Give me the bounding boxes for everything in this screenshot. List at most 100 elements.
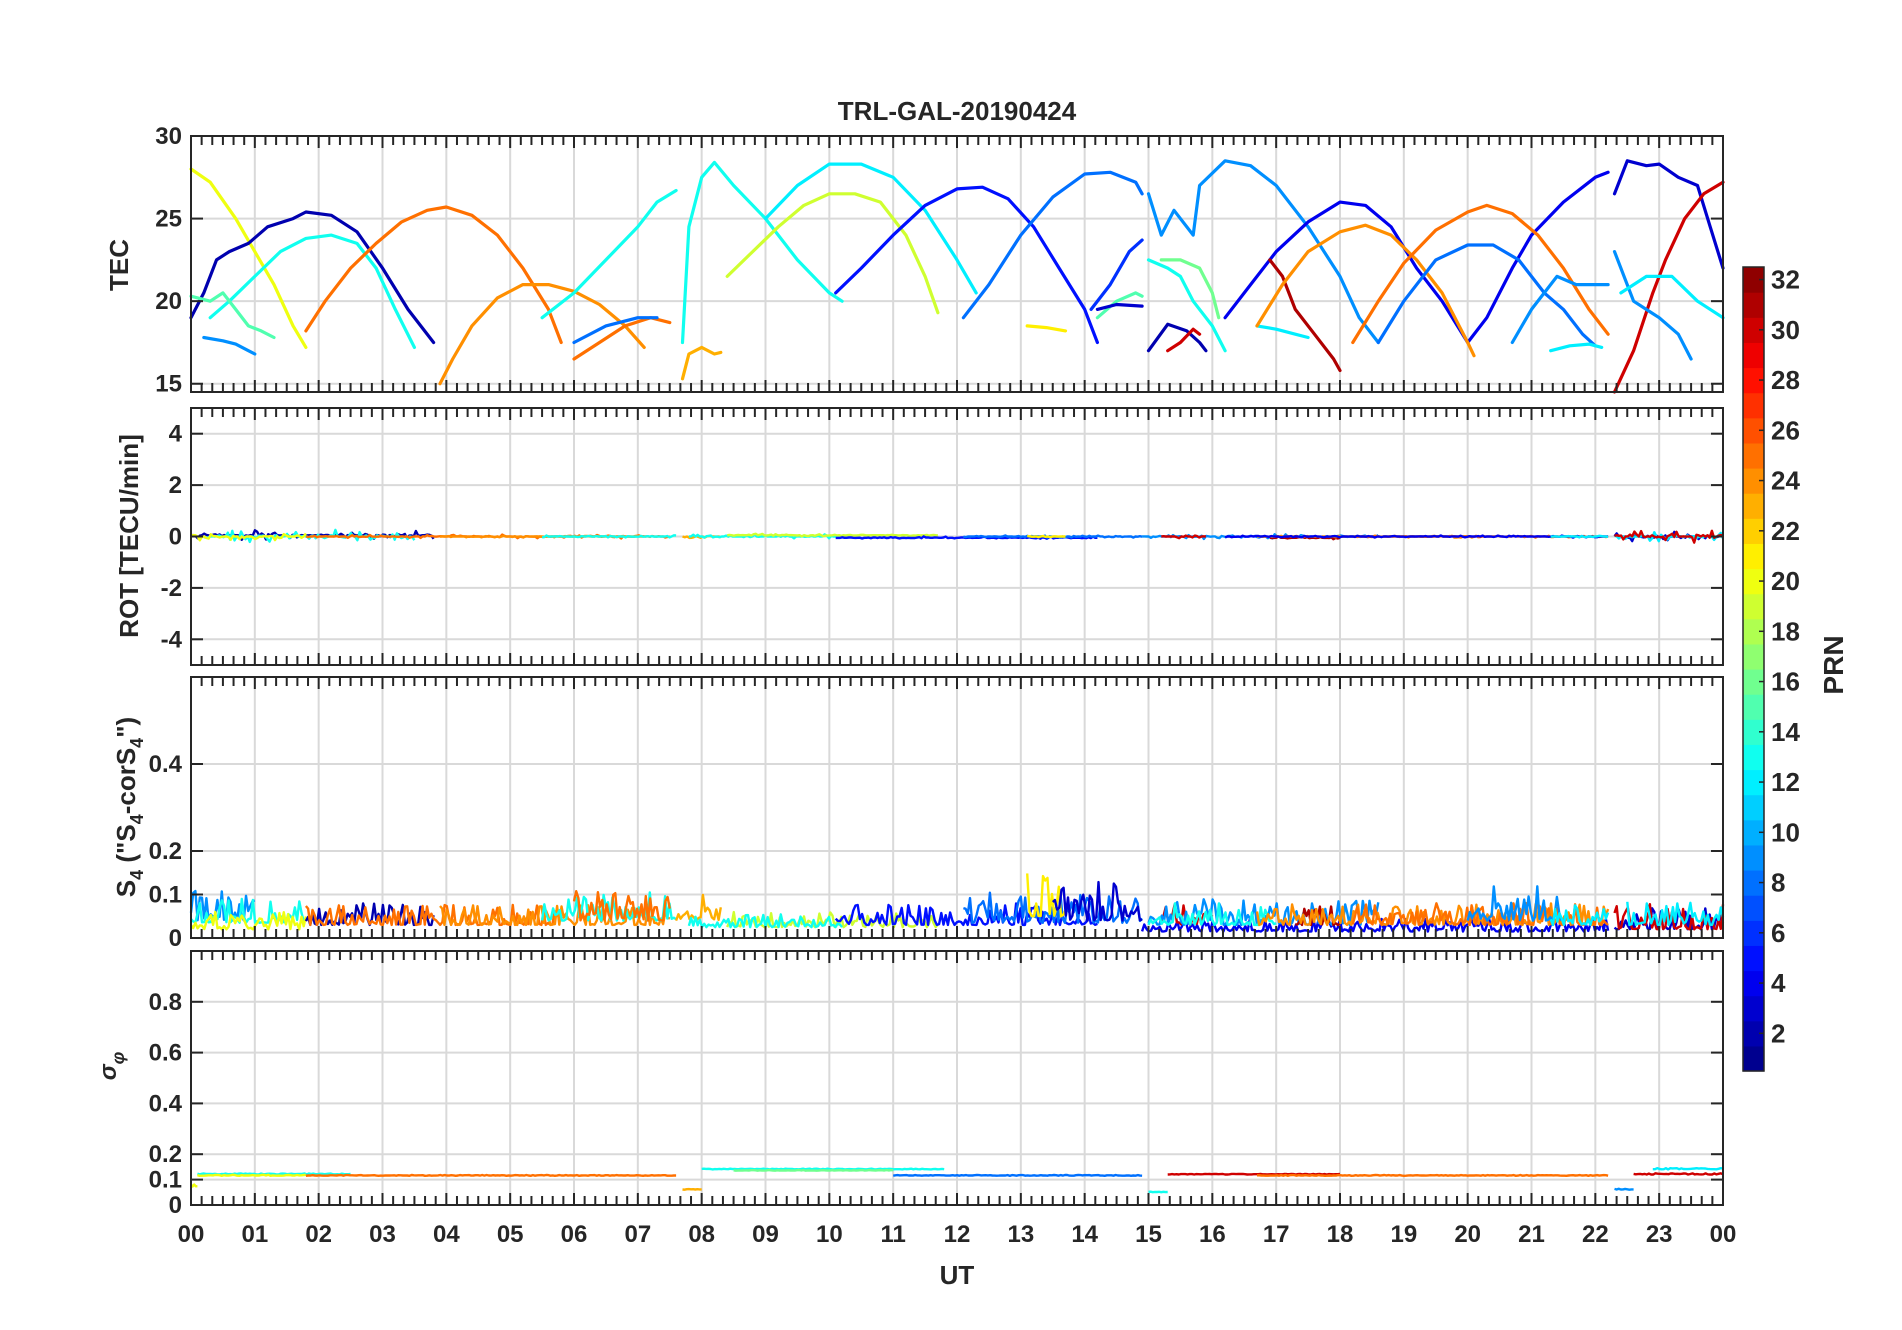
tec-series-prn-16	[1159, 258, 1221, 320]
rot-y-tick-label: -2	[161, 575, 182, 602]
tec-series-prn-25	[304, 205, 563, 345]
s4-y-tick-label: 0.4	[149, 751, 183, 778]
x-tick-label: 14	[1071, 1221, 1098, 1248]
sigma-series-prn-13	[701, 1167, 945, 1171]
sigma-y-tick-label: 0.2	[149, 1141, 182, 1168]
x-tick-label: 02	[305, 1221, 332, 1248]
tec-series-prn-15	[189, 291, 276, 340]
s4-y-tick-label: 0.2	[149, 838, 182, 865]
sigma-series-prn-23	[682, 1187, 702, 1191]
colorbar-tick-label: 20	[1771, 566, 1800, 596]
x-tick-label: 08	[688, 1221, 715, 1248]
colorbar-tick-label: 18	[1771, 616, 1800, 646]
tec-series-prn-13	[540, 188, 678, 320]
colorbar-tick-label: 28	[1771, 365, 1800, 395]
sigma-series-prn-13	[197, 1172, 351, 1176]
tec-series-prn-9	[1612, 250, 1693, 361]
tec-series	[189, 159, 1725, 394]
x-tick-label: 13	[1007, 1221, 1034, 1248]
colorbar-cell	[1743, 819, 1764, 846]
colorbar-cell	[1743, 618, 1764, 645]
rot-y-tick-label: -4	[161, 626, 183, 653]
panel-sigma: 00.10.20.40.60.8 σφ	[95, 950, 1724, 1219]
colorbar-tick-label: 14	[1771, 717, 1800, 747]
colorbar-cell	[1743, 493, 1764, 519]
sigma-series-prn-16	[733, 1168, 894, 1172]
tec-series-prn-2	[1146, 322, 1208, 353]
colorbar-cell	[1743, 367, 1764, 394]
x-tick-label: 12	[944, 1221, 971, 1248]
x-axis-label: UT	[940, 1260, 975, 1290]
colorbar-cell	[1743, 794, 1764, 821]
s4-series-prn-25	[572, 890, 671, 922]
colorbar-cell	[1743, 317, 1764, 343]
chart-title: TRL-GAL-20190424	[838, 96, 1077, 126]
x-tick-label: 04	[433, 1221, 460, 1248]
tec-series-prn-12	[763, 162, 978, 295]
sigma-series-prn-20	[197, 1173, 307, 1177]
tec-frame	[190, 135, 1724, 393]
s4-series-prn-4	[1140, 917, 1610, 933]
s4-series-prn-13	[1147, 902, 1277, 927]
s4-ticks: 0 0.1 0.2 0.4	[149, 677, 1724, 952]
tec-series-prn-13	[208, 233, 416, 349]
rot-y-tick-label: 4	[169, 421, 183, 448]
tec-y-tick-label: 25	[155, 206, 182, 233]
rot-series-prn-30	[1161, 534, 1207, 540]
colorbar-cell	[1743, 719, 1764, 745]
tec-series-prn-13	[1146, 258, 1227, 353]
tec-series-prn-25	[572, 316, 672, 361]
s4-series-prn-12	[1549, 904, 1610, 927]
x-tick-label: 15	[1135, 1221, 1162, 1248]
sigma-series-prn-9	[1614, 1187, 1634, 1191]
sigma-series-prn-13	[1148, 1190, 1168, 1194]
tec-series-prn-12	[1549, 342, 1604, 353]
s4-series-prn-24	[439, 903, 671, 927]
rot-series-prn-21	[1027, 534, 1066, 539]
colorbar-cell	[1743, 1045, 1764, 1072]
tec-y-label: TEC	[104, 239, 134, 291]
colorbar-cell	[1743, 895, 1764, 921]
colorbar-tick-label: 24	[1771, 466, 1800, 496]
tec-series-prn-19	[725, 192, 940, 315]
x-tick-label: 23	[1646, 1221, 1673, 1248]
colorbar-cell	[1743, 844, 1764, 871]
x-tick-label: 00	[1710, 1221, 1737, 1248]
s4-series-prn-23	[674, 893, 722, 922]
tec-series-prn-13	[680, 160, 844, 345]
rot-series	[190, 528, 1725, 544]
sigma-series-prn-30	[1633, 1172, 1724, 1176]
sigma-series-prn-20	[190, 1183, 198, 1188]
tec-series-prn-5	[834, 185, 1099, 345]
s4-series-prn-21	[1026, 873, 1067, 918]
colorbar-tick-label: 16	[1771, 667, 1800, 697]
colorbar-cell	[1743, 945, 1764, 972]
rot-series-prn-19	[726, 532, 939, 538]
colorbar-tick-label: 26	[1771, 415, 1800, 445]
colorbar-cell	[1743, 267, 1764, 293]
tec-series-prn-6	[1089, 238, 1144, 311]
panel-tec: 15 20 25 30 TEC	[104, 123, 1725, 398]
tec-y-tick-label: 20	[155, 288, 182, 315]
s4-y-tick-label: 0.1	[149, 882, 182, 909]
tec-series-prn-12	[1255, 324, 1310, 340]
x-tick-label: 03	[369, 1221, 396, 1248]
colorbar-cell	[1743, 744, 1764, 771]
colorbar-tick-label: 10	[1771, 817, 1800, 847]
rot-frame	[190, 407, 1724, 666]
rot-series-prn-13	[541, 534, 677, 539]
sigma-ticks: 00.10.2 0.4 0.6 0.8	[149, 951, 1724, 1219]
colorbar-cell	[1743, 593, 1764, 620]
tec-series-prn-31	[1268, 258, 1342, 373]
colorbar-cell	[1743, 442, 1764, 469]
colorbar-tick-label: 4	[1771, 968, 1786, 998]
colorbar-cell	[1743, 970, 1764, 997]
sigma-series-prn-25	[1257, 1173, 1609, 1177]
tec-ticks: 15 20 25 30	[155, 123, 1724, 398]
rot-y-tick-label: 0	[169, 524, 182, 551]
x-tick-label: 07	[624, 1221, 651, 1248]
colorbar-tick-label: 2	[1771, 1018, 1785, 1048]
s4-series-prn-12	[1626, 901, 1725, 927]
colorbar-cell	[1743, 1020, 1764, 1047]
